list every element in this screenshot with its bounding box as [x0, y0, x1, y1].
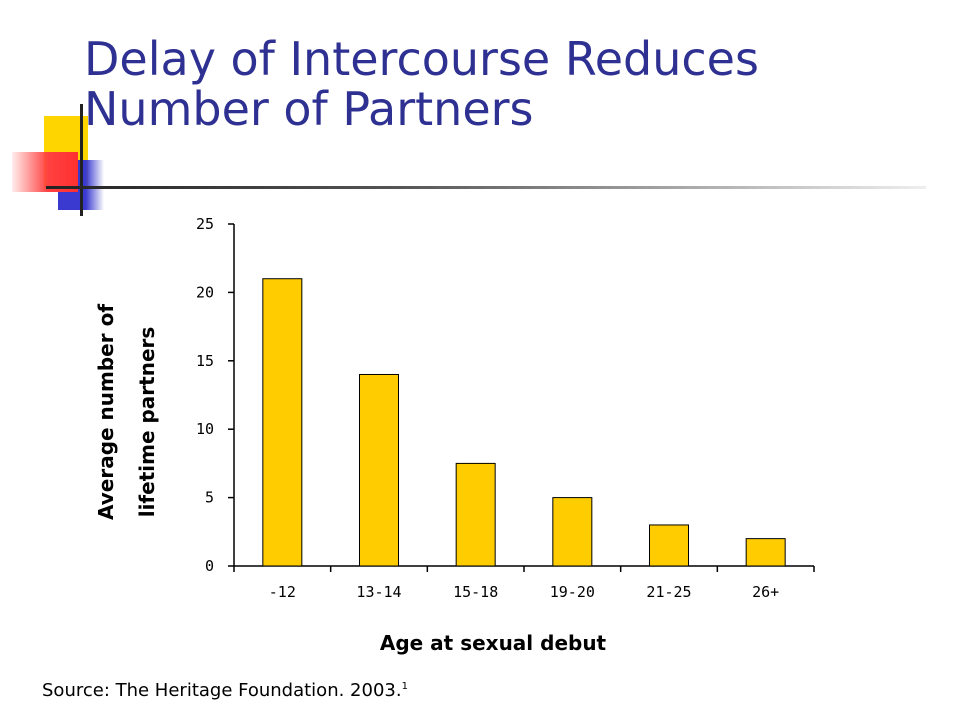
bar--12 [262, 278, 303, 567]
x-tick-label: 13-14 [356, 583, 401, 601]
bar-19-20 [552, 497, 593, 567]
bar-26+ [745, 538, 786, 567]
y-axis-label: Average number of lifetime partners [94, 304, 159, 520]
y-tick-label: 5 [205, 489, 214, 507]
y-axis-label-line-1: Average number of [94, 304, 118, 520]
x-tick-label: 26+ [752, 583, 779, 601]
decor-horizontal-rule [46, 186, 926, 189]
x-tick-label: 15-18 [453, 583, 498, 601]
x-tick-label: -12 [269, 583, 296, 601]
bar-chart: Average number of lifetime partners 0 5 10… [94, 215, 815, 655]
x-tick-label: 19-20 [550, 583, 595, 601]
y-axis-label-line-2: lifetime partners [135, 327, 159, 518]
source-note: Source: The Heritage Foundation. 2003.1 [42, 680, 408, 701]
slide-title: Delay of Intercourse Reduces Number of P… [84, 34, 944, 134]
decor-vertical-line [80, 104, 83, 216]
title-line-2: Number of Partners [84, 82, 534, 136]
y-tick-label: 0 [205, 557, 214, 575]
bar-21-25 [649, 524, 689, 567]
y-tick-label: 10 [196, 420, 214, 438]
x-axis-label: Age at sexual debut [380, 631, 607, 655]
decor-red-square [12, 152, 78, 192]
bar-13-14 [359, 373, 399, 567]
bars [262, 278, 786, 567]
y-tick-label: 15 [196, 352, 214, 370]
x-tick-label: 21-25 [646, 583, 691, 601]
source-footnote: 1 [401, 681, 408, 692]
bar-15-18 [455, 462, 496, 567]
source-text: Source: The Heritage Foundation. 2003. [42, 680, 402, 701]
axis-ticks: 0 5 10 15 20 25 -12 13-14 15-18 19-20 21-25 26+ [196, 215, 815, 601]
y-tick-label: 25 [196, 215, 214, 233]
title-line-1: Delay of Intercourse Reduces [84, 32, 759, 86]
y-tick-label: 20 [196, 283, 214, 301]
